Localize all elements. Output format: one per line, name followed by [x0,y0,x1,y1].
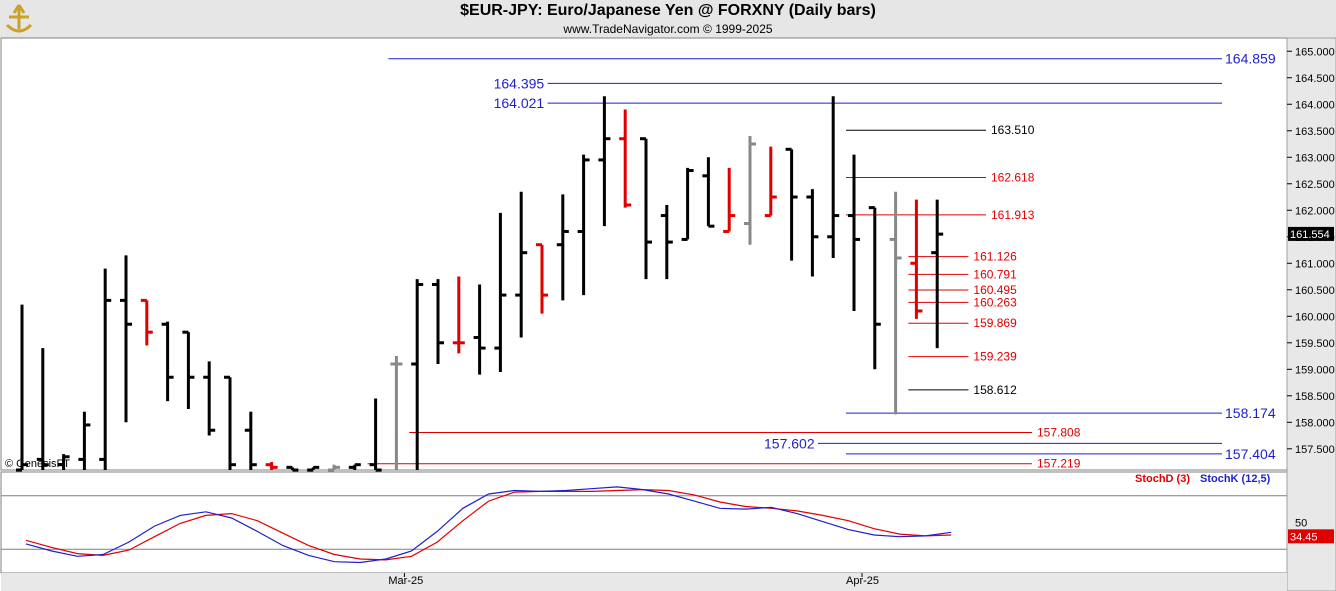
ohlc-bar [910,199,923,319]
ohlc-bar [307,465,320,472]
stoch-k-line [25,486,952,564]
stoch-d-legend: StochD (3) [1135,473,1190,485]
price-axis-tick-label: 163.000 [1295,152,1335,164]
ohlc-bar [473,284,486,375]
ohlc-bar [494,212,507,372]
price-axis-tick-label: 158.000 [1295,417,1335,429]
ohlc-bar [660,204,673,280]
ohlc-bar [286,465,299,472]
red-level-label: 157.808 [1037,425,1081,439]
red-level-label: 161.913 [991,208,1035,222]
stoch-k-legend: StochK (12,5) [1200,473,1271,485]
last-price-tag [1288,226,1334,241]
ohlc-bar [203,361,216,436]
date-axis-tick-label: Mar-25 [388,575,423,587]
stoch-last-value-tag [1288,529,1334,544]
price-axis-tick-label: 157.500 [1295,444,1335,456]
ohlc-bar [99,268,112,470]
ohlc-bar [452,276,465,354]
ohlc-bar [577,154,590,296]
price-axis-tick-label: 164.000 [1295,99,1335,111]
price-axis-tick-label: 159.500 [1295,338,1335,350]
ohlc-bar [224,375,236,470]
ohlc-bar [681,167,694,241]
watermark-label: © GenesisFT [5,458,70,470]
ohlc-bar [889,191,902,415]
black-level-label: 163.510 [991,123,1035,137]
date-axis-panel [1,573,1287,591]
ohlc-bar [265,462,278,470]
price-axis-tick-label: 160.000 [1295,311,1335,323]
stoch-axis-tick-label: 50 [1295,518,1307,530]
ohlc-bar [619,109,632,208]
blue-level-label: 164.021 [494,95,545,111]
title-bar [0,0,1336,38]
chart-title: $EUR-JPY: Euro/Japanese Yen @ FORXNY (Da… [460,2,876,19]
stoch-d-line [25,488,952,561]
ohlc-bar [432,279,444,364]
ohlc-bar [744,136,756,245]
ohlc-bar [764,146,777,218]
ohlc-bar [536,243,548,314]
price-axis-tick-label: 165.000 [1295,46,1335,58]
ohlc-bar [348,463,361,470]
ohlc-bar [57,454,70,470]
date-axis-tick-label: Apr-25 [846,575,879,587]
ohlc-bar [868,206,881,370]
ohlc-bar [785,147,798,261]
blue-level-label: 157.602 [764,435,815,451]
ohlc-bar [931,199,944,349]
red-level-label: 160.495 [973,283,1017,297]
price-plot-area [0,37,1288,471]
price-axis-tick-label: 164.500 [1295,73,1335,85]
red-level-label: 162.618 [991,171,1035,185]
ohlc-bar [556,194,569,301]
black-level-label: 158.612 [973,383,1017,397]
blue-level-label: 164.395 [494,75,545,91]
price-axis-tick-label: 162.000 [1295,205,1335,217]
ohlc-bar [120,255,132,423]
ohlc-bar [244,411,257,470]
red-level-label: 157.219 [1037,457,1081,471]
price-axis-tick-label: 158.500 [1295,391,1335,403]
stochastic-plot-area [0,471,1288,574]
red-level-label: 159.239 [973,350,1017,364]
ohlc-bar [702,157,715,228]
price-axis-tick-label: 161.000 [1295,258,1335,270]
ohlc-bar [723,167,736,233]
price-axis-tick-label: 163.500 [1295,126,1335,138]
ohlc-bar [598,96,611,227]
ohlc-bar [640,137,652,280]
last-price-label: 161.554 [1290,229,1330,241]
stoch-last-value-label: 34.45 [1290,531,1318,543]
chart-subtitle: www.TradeNavigator.com © 1999-2025 [563,22,773,36]
blue-level-label: 158.174 [1225,405,1276,421]
ohlc-bar [182,330,195,410]
blue-level-label: 157.404 [1225,446,1276,462]
ohlc-bar [328,464,340,472]
price-axis-tick-label: 160.500 [1295,285,1335,297]
ohlc-bar [36,348,49,470]
blue-level-label: 164.859 [1225,51,1276,67]
price-axis-tick-label: 162.500 [1295,179,1335,191]
ohlc-bar [806,189,819,277]
ohlc-bar [390,356,403,470]
ohlc-bar [515,191,528,338]
red-level-label: 160.263 [973,295,1017,309]
red-level-label: 160.791 [973,267,1017,281]
red-level-label: 161.126 [973,250,1017,264]
ohlc-bar [411,279,424,470]
ohlc-bar [827,96,840,258]
ohlc-bar [848,154,860,311]
red-level-label: 159.869 [973,316,1017,330]
price-axis-tick-label: 159.000 [1295,364,1335,376]
price-axis-panel [1286,37,1336,591]
tradenavigator-logo-icon [5,4,33,33]
ohlc-bar [161,321,174,402]
ohlc-bar [140,298,153,346]
ohlc-bar [369,398,382,472]
ohlc-bar [78,411,91,470]
ohlc-bar [16,304,28,472]
